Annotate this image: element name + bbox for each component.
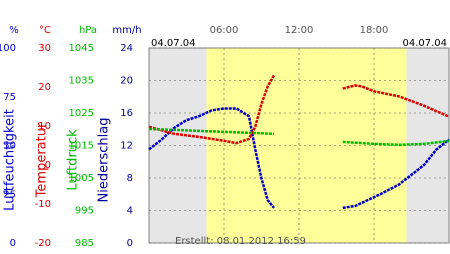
y-tick-label: 1025 xyxy=(69,108,94,119)
y-tick-label: 995 xyxy=(75,206,94,217)
axis-unit: °C xyxy=(39,25,51,36)
daylight xyxy=(206,48,407,243)
y-tick-label: 24 xyxy=(120,43,133,54)
axis-unit: mm/h xyxy=(112,25,141,36)
axis-unit: % xyxy=(9,25,19,36)
plot-border xyxy=(148,47,450,244)
y-tick-label: 1045 xyxy=(69,43,94,54)
y-tick-label: 50 xyxy=(3,141,16,152)
x-tick-label: 12:00 xyxy=(285,25,314,36)
date-right: 04.07.04 xyxy=(402,38,447,49)
x-tick-label: 18:00 xyxy=(360,25,389,36)
y-tick-label: 0 xyxy=(127,238,133,249)
axis-title: Niederschlag xyxy=(97,118,112,203)
axis-title: Luftdruck xyxy=(66,129,81,191)
series-line xyxy=(148,74,276,145)
series-line xyxy=(148,107,275,209)
y-tick-label: 20 xyxy=(120,76,133,87)
y-tick-label: 25 xyxy=(3,189,16,200)
y-tick-label: 0 xyxy=(10,238,16,249)
y-tick-label: 4 xyxy=(127,206,133,217)
series-line xyxy=(342,138,450,210)
y-tick-label: 8 xyxy=(127,173,133,184)
y-tick-label: 1015 xyxy=(69,141,94,152)
y-tick-label: 1035 xyxy=(69,76,94,87)
y-tick-label: 75 xyxy=(3,92,16,103)
y-tick-label: 12 xyxy=(120,141,133,152)
series-line xyxy=(342,84,450,118)
x-tick-label: 06:00 xyxy=(210,25,239,36)
axis-title: Temperatur xyxy=(35,122,50,198)
created-note: Erstellt: 08.01.2012 16:59 xyxy=(175,236,306,247)
y-tick-label: 100 xyxy=(0,43,16,54)
y-tick-label: 985 xyxy=(75,238,94,249)
y-tick-label: -20 xyxy=(35,238,51,249)
y-tick-label: 1005 xyxy=(69,173,94,184)
y-tick-label: 30 xyxy=(38,43,51,54)
y-tick-label: 16 xyxy=(120,108,133,119)
y-tick-label: -10 xyxy=(35,199,51,210)
y-tick-label: 20 xyxy=(38,82,51,93)
series-line xyxy=(342,139,450,147)
date-left: 04.07.04 xyxy=(151,38,196,49)
y-tick-label: 0 xyxy=(45,160,51,171)
series-line xyxy=(148,127,275,136)
axis-unit: hPa xyxy=(79,25,97,36)
axis-title: Luftfeuchtigkeit xyxy=(3,109,18,211)
y-tick-label: 10 xyxy=(38,121,51,132)
